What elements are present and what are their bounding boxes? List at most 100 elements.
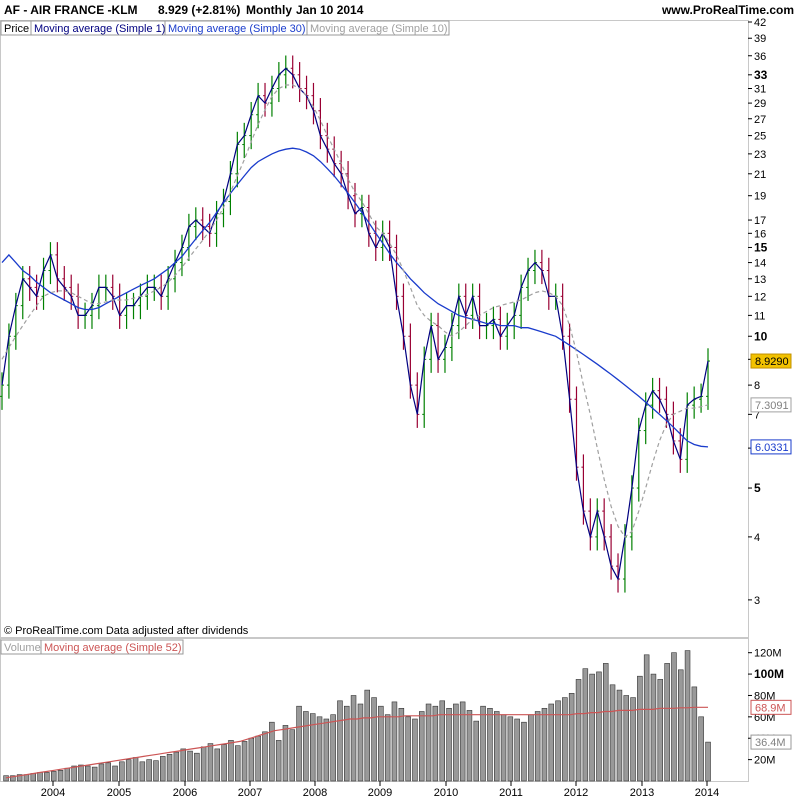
- price-tick-label: 5: [754, 481, 761, 495]
- last-price-badge: 8.9290: [755, 356, 789, 368]
- volume-bar: [602, 663, 609, 782]
- x-tick-label: 2010: [434, 787, 458, 799]
- site-label[interactable]: www.ProRealTime.com: [661, 3, 794, 17]
- x-tick-label: 2008: [303, 787, 327, 799]
- volume-bar: [3, 775, 9, 782]
- price-y-axis: 4239363331292725232119171615141312111098…: [748, 17, 768, 607]
- date-label: Jan 10 2014: [296, 3, 364, 17]
- price-tick-label: 12: [754, 291, 766, 303]
- ma30-badge: 6.0331: [755, 442, 789, 454]
- price-lines: [1, 67, 709, 581]
- price-tick-label: 31: [754, 83, 766, 95]
- volume-bar: [50, 771, 57, 782]
- volume-bar: [337, 700, 343, 782]
- volume-bar: [248, 737, 255, 782]
- volume-bar: [412, 718, 418, 782]
- volume-bar: [269, 721, 275, 782]
- x-tick-label: 2011: [499, 787, 523, 799]
- volume-bar: [173, 751, 180, 782]
- volume-bar: [64, 767, 71, 782]
- volume-bar: [44, 772, 50, 782]
- volume-bar: [221, 744, 227, 782]
- volume-bar: [146, 759, 152, 782]
- volume-bar: [296, 705, 302, 782]
- volume-bar: [575, 679, 582, 782]
- volume-bar: [507, 716, 514, 782]
- legend-vol-ma: Moving average (Simple 52): [44, 642, 182, 654]
- price-tick-label: 33: [754, 68, 768, 82]
- volume-bar: [71, 765, 77, 782]
- volume-bar: [466, 710, 473, 782]
- price-tick-label: 13: [754, 274, 766, 286]
- volume-bar: [235, 745, 241, 782]
- volume-bar: [37, 772, 43, 782]
- volume-bar: [453, 703, 459, 782]
- volume-bar: [548, 703, 554, 782]
- volume-bar: [309, 713, 316, 782]
- volume-bar: [282, 725, 289, 782]
- volume-bar: [241, 741, 248, 782]
- volume-bar: [16, 774, 23, 782]
- price-tick-label: 3: [754, 595, 760, 607]
- volume-bar: [228, 740, 234, 782]
- volume-bar: [330, 714, 336, 782]
- volume-bar: [446, 707, 452, 782]
- volume-bar: [207, 743, 214, 782]
- volume-panel-border: [0, 638, 749, 782]
- price-tick-label: 17: [754, 215, 766, 227]
- volume-bar: [85, 765, 91, 782]
- x-tick-label: 2006: [173, 787, 197, 799]
- volume-bar: [637, 675, 643, 782]
- price-tick-label: 10: [754, 329, 768, 343]
- volume-bar: [425, 703, 432, 782]
- volume-bar: [112, 765, 118, 782]
- vol-last-badge-box: [750, 734, 792, 750]
- volume-bar: [119, 761, 125, 782]
- volume-bar: [616, 689, 623, 782]
- price-tick-label: 7: [754, 409, 760, 421]
- x-axis: 2004 2005 2006 2007 2008 2009 2010 2011 2012 2013…: [41, 781, 719, 799]
- price-tick-label: 14: [754, 258, 766, 270]
- volume-bar: [698, 716, 704, 782]
- price-tick-label: 15: [754, 240, 768, 254]
- volume-tick-label: 20M: [754, 755, 775, 767]
- volume-tick-label: 60M: [754, 712, 775, 724]
- price-tick-label: 25: [754, 131, 766, 143]
- volume-bar: [562, 697, 568, 782]
- volume-bar: [459, 701, 466, 782]
- volume-bar: [316, 716, 323, 782]
- volume-bar: [643, 654, 650, 782]
- volume-bar: [378, 705, 384, 782]
- volume-bar: [255, 735, 261, 782]
- vol-ma-badge-box: [750, 699, 792, 715]
- legend-ma1: Moving average (Simple 1): [34, 23, 165, 35]
- volume-bar: [262, 731, 268, 782]
- volume-bar: [521, 721, 527, 782]
- legend-volume: Volume: [4, 642, 41, 654]
- volume-bar: [10, 775, 16, 782]
- x-tick-label: 2012: [564, 787, 588, 799]
- x-tick-label: 2004: [41, 787, 65, 799]
- volume-bar: [364, 689, 370, 782]
- volume-bar: [664, 663, 670, 782]
- volume-bar: [125, 759, 132, 782]
- volume-bar: [391, 701, 398, 782]
- volume-bar: [166, 753, 173, 782]
- volume-bar: [343, 705, 350, 782]
- volume-bar: [418, 711, 425, 782]
- price-tick-label: 21: [754, 169, 766, 181]
- volume-tick-label: 80M: [754, 690, 775, 702]
- volume-bar: [528, 714, 534, 782]
- volume-bar: [493, 711, 500, 782]
- volume-bar: [405, 716, 411, 782]
- volume-bar: [371, 697, 377, 782]
- volume-bar: [582, 668, 589, 782]
- footer-note: © ProRealTime.com Data adjusted after di…: [4, 625, 249, 637]
- volume-bar: [439, 700, 445, 782]
- volume-bar: [384, 714, 391, 782]
- volume-ma-line: [5, 706, 708, 779]
- last-price-badge-box: [750, 353, 792, 369]
- vol-ma-badge: 68.9M: [755, 702, 786, 714]
